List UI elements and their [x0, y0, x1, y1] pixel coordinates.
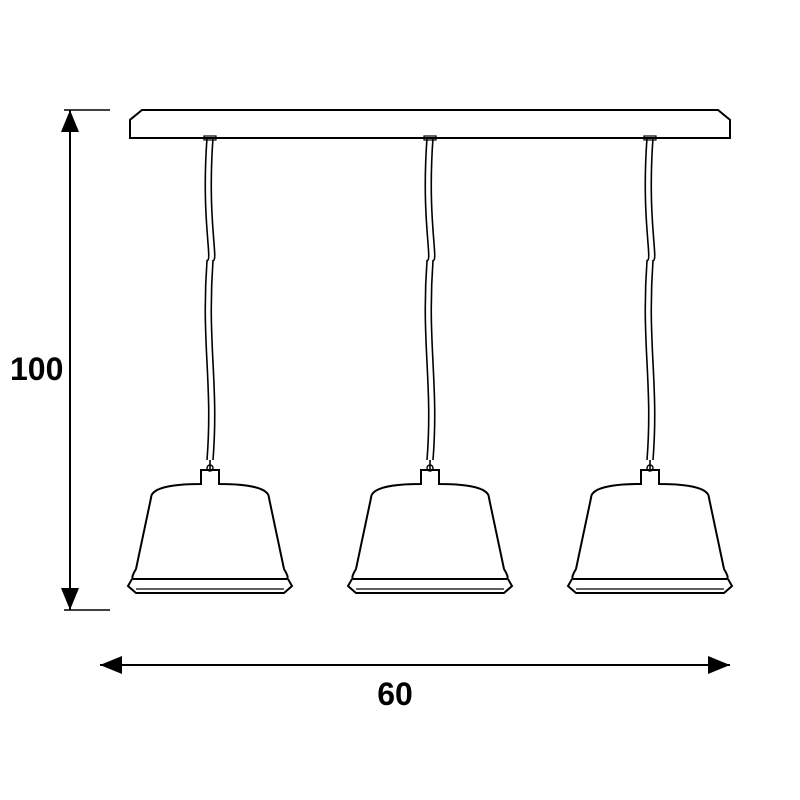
pendant-lamp-dimension-drawing: 100 60 [0, 0, 800, 800]
cord [645, 138, 648, 460]
lamp-shade [352, 470, 507, 579]
cord [205, 138, 208, 460]
shade-rim [128, 579, 292, 593]
lamp-shade [132, 470, 287, 579]
dim-arrow [61, 110, 79, 132]
dim-label-height: 100 [10, 351, 63, 387]
shade-rim [568, 579, 732, 593]
dim-arrow [100, 656, 122, 674]
cord [651, 138, 654, 460]
dim-label-width: 60 [377, 676, 413, 712]
ceiling-bar [130, 110, 730, 138]
dim-arrow [708, 656, 730, 674]
cord [425, 138, 428, 460]
lamp-shade [572, 470, 727, 579]
shade-rim [348, 579, 512, 593]
cord [211, 138, 214, 460]
cord [431, 138, 434, 460]
dim-arrow [61, 588, 79, 610]
